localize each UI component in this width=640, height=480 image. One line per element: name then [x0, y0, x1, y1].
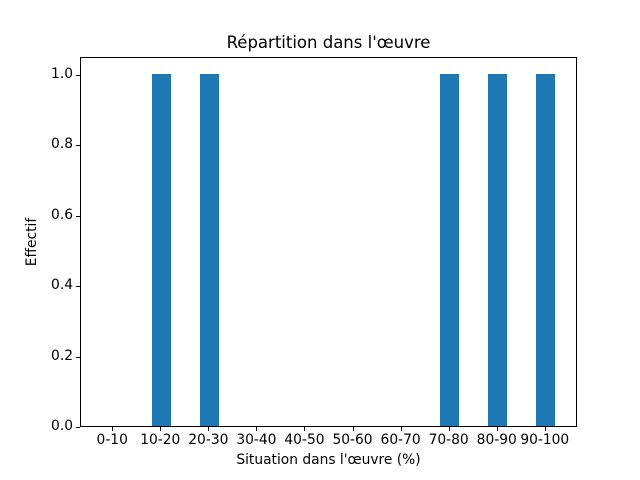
x-tick-mark	[208, 427, 210, 431]
x-tick-label-70-80: 70-80	[428, 432, 469, 448]
x-tick-mark	[112, 427, 114, 431]
x-tick-mark	[544, 427, 546, 431]
y-axis-label: Effectif	[24, 217, 41, 267]
x-tick-label-60-70: 60-70	[380, 432, 421, 448]
x-tick-label-90-100: 90-100	[520, 432, 570, 448]
x-tick-label-30-40: 30-40	[236, 432, 277, 448]
y-tick-label-0.8: 0.8	[51, 136, 73, 153]
y-tick-label-0.4: 0.4	[51, 277, 73, 294]
y-tick-mark	[76, 427, 80, 428]
x-tick-mark	[400, 427, 402, 431]
x-tick-mark	[352, 427, 354, 431]
bar-90-100	[536, 73, 556, 426]
x-tick-label-10-20: 10-20	[140, 432, 181, 448]
y-tick-label-0.0: 0.0	[51, 418, 73, 435]
plot-area	[80, 57, 577, 427]
x-tick-label-80-90: 80-90	[476, 432, 517, 448]
y-tick-mark	[76, 145, 80, 147]
x-tick-mark	[496, 427, 498, 431]
y-tick-mark	[76, 286, 80, 288]
x-tick-mark	[160, 427, 162, 431]
chart-title: Répartition dans l'œuvre	[226, 33, 431, 52]
bar-70-80	[440, 73, 460, 426]
y-tick-mark	[76, 74, 80, 76]
y-tick-mark	[76, 356, 80, 358]
y-tick-mark	[76, 215, 80, 217]
x-tick-label-50-60: 50-60	[332, 432, 373, 448]
x-tick-label-20-30: 20-30	[188, 432, 229, 448]
y-tick-label-0.2: 0.2	[51, 347, 73, 364]
y-tick-label-0.6: 0.6	[51, 206, 73, 223]
x-axis-label: Situation dans l'œuvre (%)	[236, 452, 421, 468]
bar-20-30	[199, 73, 219, 426]
x-tick-label-40-50: 40-50	[284, 432, 325, 448]
x-tick-label-0-10: 0-10	[96, 432, 128, 448]
x-tick-mark	[256, 427, 258, 431]
bar-80-90	[488, 73, 508, 426]
bar-10-20	[151, 73, 171, 426]
x-tick-mark	[448, 427, 450, 431]
x-tick-mark	[304, 427, 306, 431]
y-tick-label-1.0: 1.0	[51, 65, 73, 82]
